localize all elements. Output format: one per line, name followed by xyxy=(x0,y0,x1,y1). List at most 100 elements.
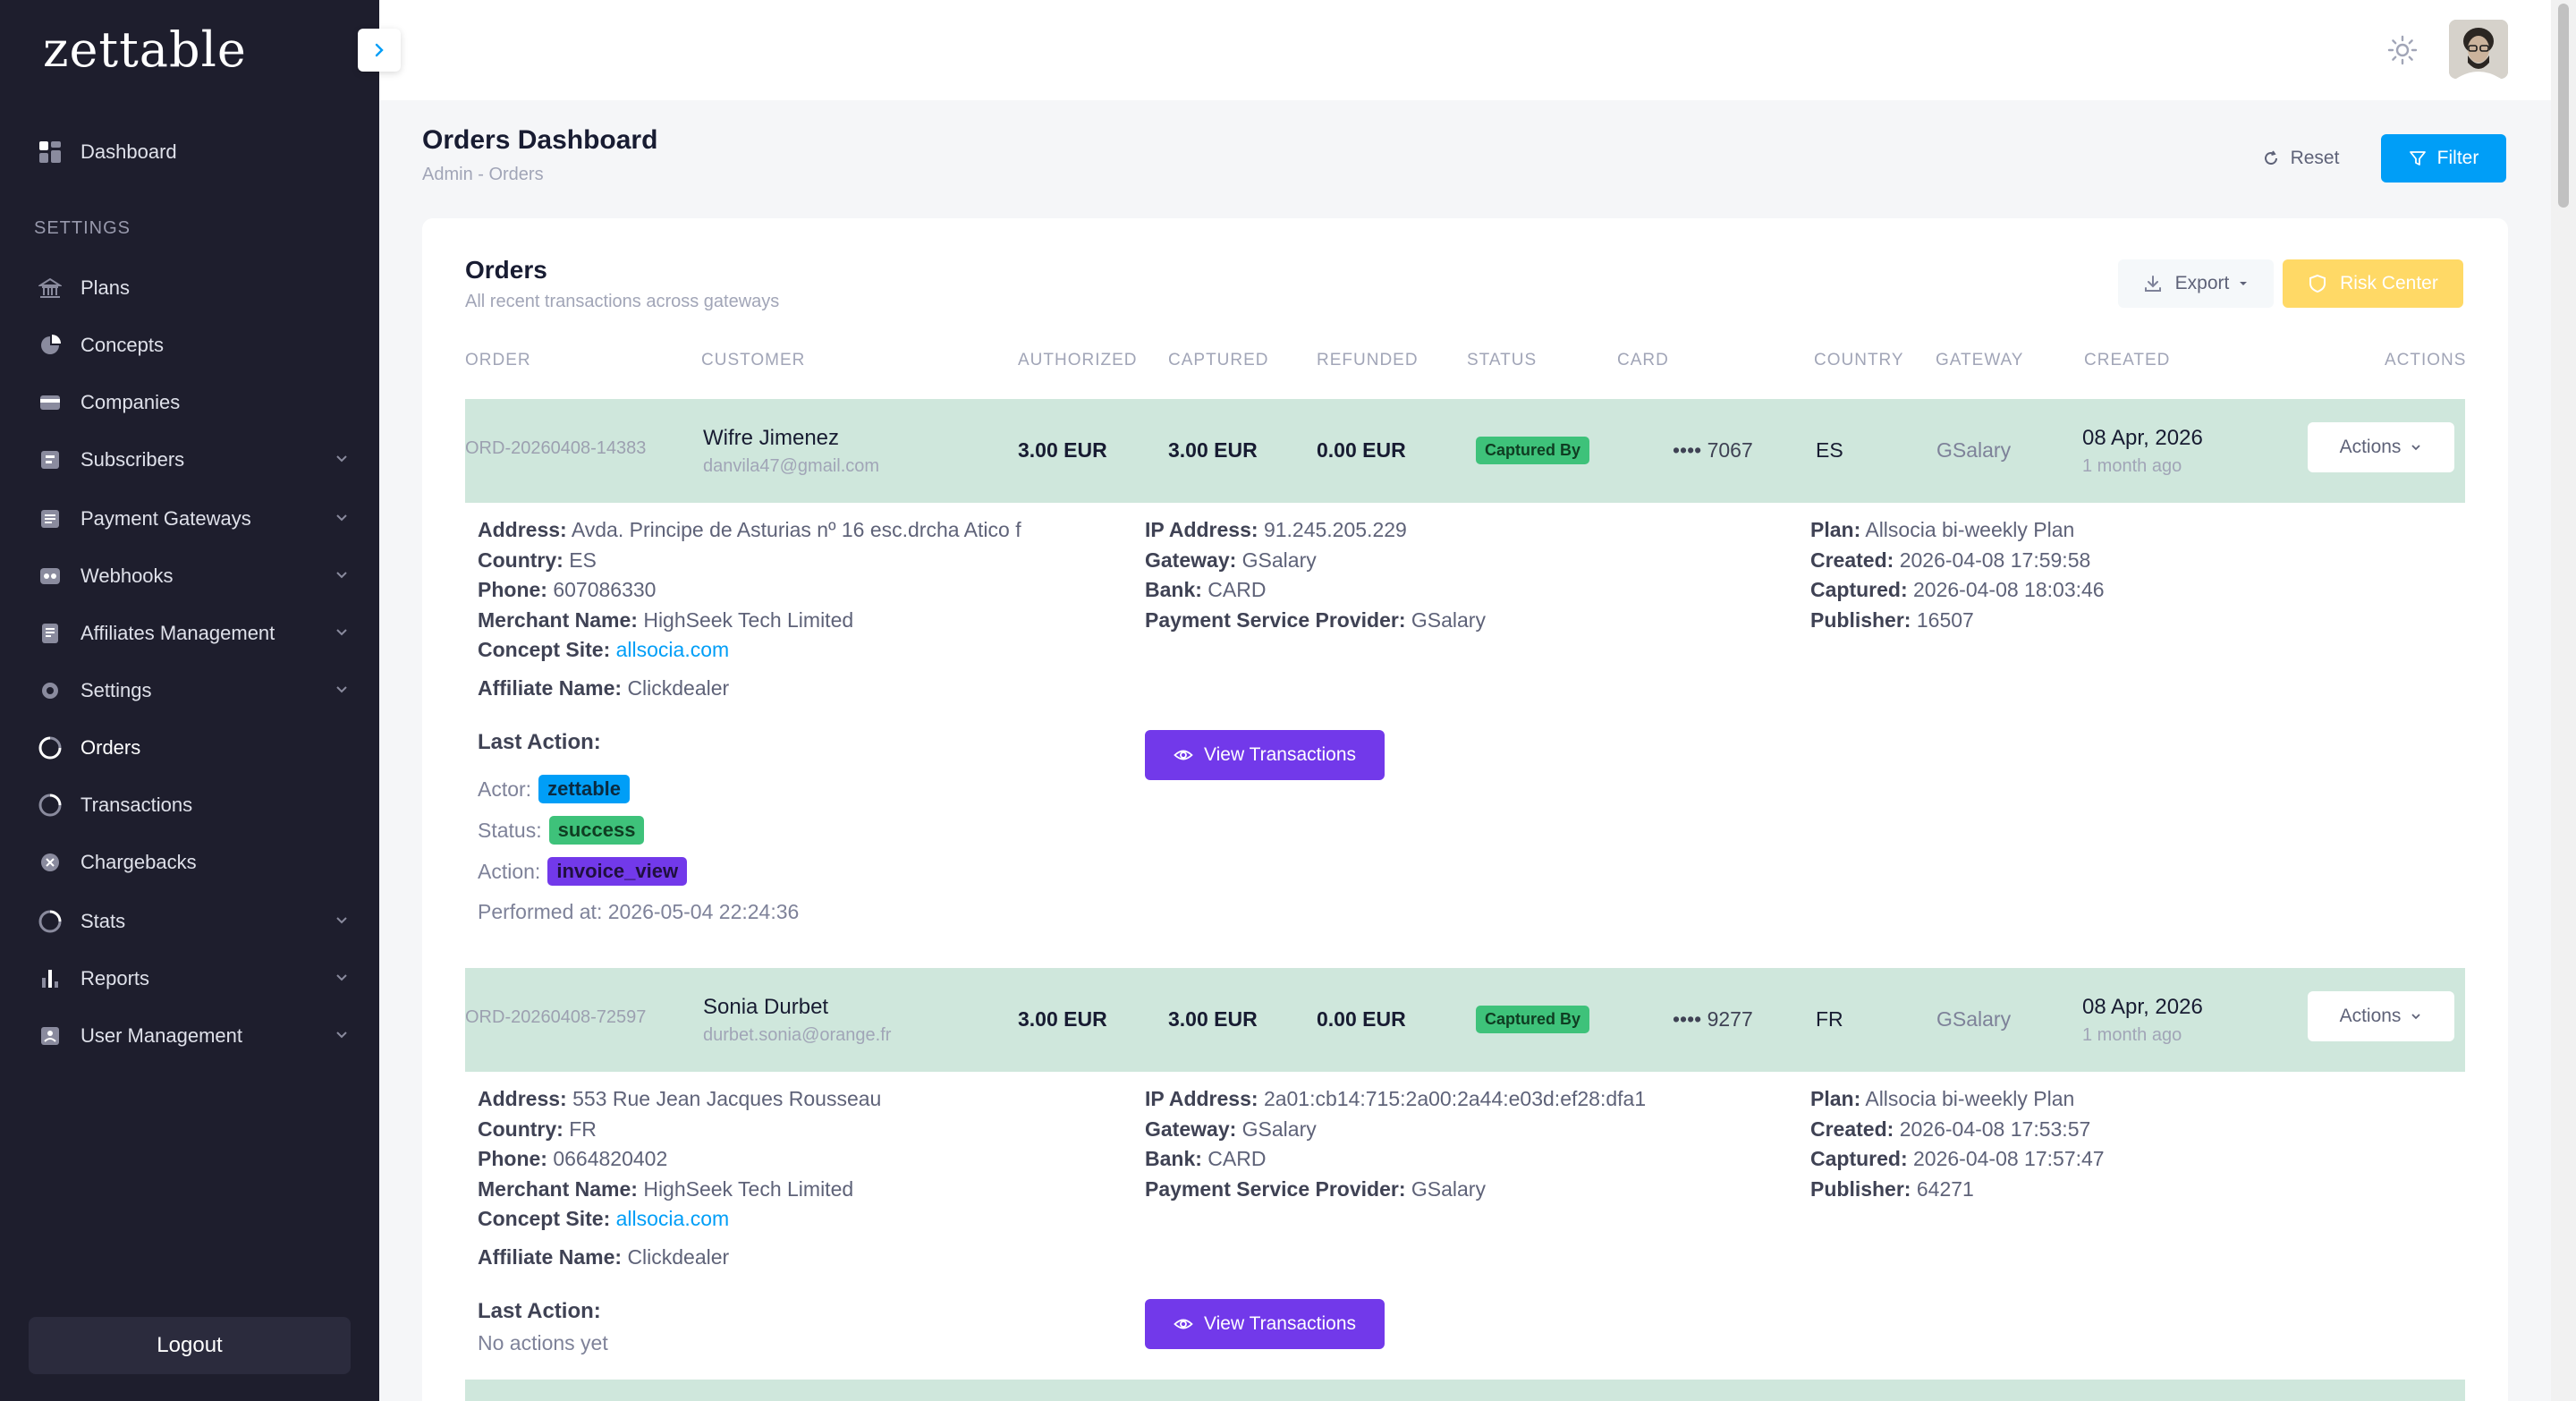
detail-bank: CARD xyxy=(1208,1147,1267,1170)
sidebar-item-settings[interactable]: Settings xyxy=(38,673,351,709)
risk-center-label: Risk Center xyxy=(2340,273,2438,293)
detail-merchant: HighSeek Tech Limited xyxy=(643,607,854,632)
view-transactions-button[interactable]: View Transactions xyxy=(1145,730,1385,780)
scrollbar-thumb[interactable] xyxy=(2558,4,2569,208)
customer-name: Wifre Jimenez xyxy=(703,426,840,450)
webhook-icon xyxy=(38,564,63,589)
risk-center-button[interactable]: Risk Center xyxy=(2283,259,2463,308)
table-row[interactable]: ORD-20260408-14383 Wifre Jimenez danvila… xyxy=(465,399,2465,503)
actions-dropdown-button[interactable]: Actions xyxy=(2308,991,2454,1041)
customer-name: Sonia Durbet xyxy=(703,995,829,1019)
sidebar-item-concepts[interactable]: Concepts xyxy=(38,327,351,363)
theme-toggle-icon[interactable] xyxy=(2386,34,2419,66)
column-header-order[interactable]: ORDER xyxy=(465,351,531,369)
chevron-down-icon xyxy=(333,680,351,703)
sidebar-item-plans[interactable]: Plans xyxy=(38,270,351,306)
sidebar-item-dashboard[interactable]: Dashboard xyxy=(38,134,351,170)
column-header-created[interactable]: CREATED xyxy=(2084,351,2171,369)
sidebar-item-label: Webhooks xyxy=(80,565,174,587)
column-header-customer[interactable]: CUSTOMER xyxy=(701,351,806,369)
sidebar-item-orders[interactable]: Orders xyxy=(38,730,351,766)
user-mgmt-icon xyxy=(38,1023,63,1049)
status-badge: Captured By xyxy=(1476,437,1590,464)
breadcrumb[interactable]: Admin - Orders xyxy=(422,165,544,184)
orders-card-title: Orders xyxy=(465,256,547,284)
detail-affiliate: Clickdealer xyxy=(627,675,730,700)
gear-icon xyxy=(38,678,63,703)
sidebar-item-companies[interactable]: Companies xyxy=(38,385,351,420)
column-header-card[interactable]: CARD xyxy=(1617,351,1669,369)
dashboard-icon xyxy=(38,140,63,165)
reset-label: Reset xyxy=(2290,148,2340,168)
gateway-name: GSalary xyxy=(1936,1007,2012,1031)
chevron-down-icon xyxy=(333,968,351,991)
sidebar-item-stats[interactable]: Stats xyxy=(38,904,351,939)
sidebar-item-user-management[interactable]: User Management xyxy=(38,1018,351,1054)
chevron-down-icon xyxy=(333,911,351,934)
sidebar: zettable Dashboard SETTINGS Plans Concept… xyxy=(0,0,379,1401)
column-header-authorized[interactable]: AUTHORIZED xyxy=(1018,351,1138,369)
authorized-amount: 3.00 EUR xyxy=(1018,438,1107,462)
filter-label: Filter xyxy=(2436,148,2479,168)
column-header-status[interactable]: STATUS xyxy=(1467,351,1538,369)
column-header-actions: ACTIONS xyxy=(2385,351,2467,369)
orders-card-subtitle: All recent transactions across gateways xyxy=(465,292,780,311)
refunded-amount: 0.00 EUR xyxy=(1317,438,1406,462)
created-date: 08 Apr, 2026 xyxy=(2082,995,2203,1019)
sidebar-item-webhooks[interactable]: Webhooks xyxy=(38,558,351,594)
detail-address: Avda. Principe de Asturias nº 16 esc.drc… xyxy=(571,518,1021,541)
filter-button[interactable]: Filter xyxy=(2381,134,2506,183)
sidebar-section-label: SETTINGS xyxy=(34,218,131,238)
detail-ip: 2a01:cb14:715:2a00:2a44:e03d:ef28:dfa1 xyxy=(1263,1087,1647,1110)
concept-site-link[interactable]: allsocia.com xyxy=(615,1207,730,1230)
view-transactions-button[interactable]: View Transactions xyxy=(1145,1299,1385,1349)
sidebar-toggle-button[interactable] xyxy=(358,29,401,72)
table-row[interactable]: ORD-20260408-72597 Sonia Durbet durbet.s… xyxy=(465,968,2465,1072)
concept-site-link[interactable]: allsocia.com xyxy=(615,638,730,661)
sidebar-item-label: Settings xyxy=(80,679,152,701)
sidebar-item-payment-gateways[interactable]: Payment Gateways xyxy=(38,501,351,537)
column-header-country[interactable]: COUNTRY xyxy=(1814,351,1904,369)
sidebar-item-label: Reports xyxy=(80,967,150,989)
sidebar-item-chargebacks[interactable]: Chargebacks xyxy=(38,845,351,880)
column-header-refunded[interactable]: REFUNDED xyxy=(1317,351,1419,369)
detail-gateway: GSalary xyxy=(1241,548,1317,572)
sidebar-item-subscribers[interactable]: Subscribers xyxy=(38,442,351,478)
reset-button[interactable]: Reset xyxy=(2247,134,2354,183)
status-success-badge: success xyxy=(548,816,645,845)
chevron-down-icon xyxy=(2411,445,2421,451)
detail-bank: CARD xyxy=(1208,578,1267,601)
order-details-customer: Address: Avda. Principe de Asturias nº 1… xyxy=(478,518,1021,700)
actions-dropdown-button[interactable]: Actions xyxy=(2308,422,2454,472)
order-details-payment: IP Address: 91.245.205.229 Gateway: GSal… xyxy=(1145,518,1486,632)
captured-amount: 3.00 EUR xyxy=(1168,438,1258,462)
detail-plan: Allsocia bi-weekly Plan xyxy=(1865,1087,2075,1110)
table-row[interactable] xyxy=(465,1380,2465,1401)
column-header-gateway[interactable]: GATEWAY xyxy=(1936,351,2024,369)
chevron-down-icon xyxy=(333,1025,351,1049)
export-dropdown-button[interactable]: Export xyxy=(2118,259,2274,308)
last-action-title: Last Action: xyxy=(478,1299,601,1323)
detail-publisher: 16507 xyxy=(1916,607,1974,632)
app-logo[interactable]: zettable xyxy=(43,21,247,78)
last-action-title: Last Action: xyxy=(478,730,601,754)
sidebar-item-label: Stats xyxy=(80,910,126,932)
sidebar-item-reports[interactable]: Reports xyxy=(38,961,351,997)
last-action-actor: Actor: zettable xyxy=(478,775,630,803)
customer-email: durbet.sonia@orange.fr xyxy=(703,1025,892,1045)
order-details-plan: Plan: Allsocia bi-weekly Plan Created: 2… xyxy=(1810,518,2105,632)
detail-created: 2026-04-08 17:59:58 xyxy=(1899,548,2091,572)
users-icon xyxy=(38,447,63,472)
page-scrollbar[interactable] xyxy=(2551,0,2576,1401)
chevron-right-icon xyxy=(375,43,384,57)
authorized-amount: 3.00 EUR xyxy=(1018,1007,1107,1031)
chargeback-icon xyxy=(38,850,63,875)
chevron-down-icon xyxy=(333,565,351,589)
column-header-captured[interactable]: CAPTURED xyxy=(1168,351,1269,369)
user-avatar[interactable] xyxy=(2449,20,2508,79)
sidebar-item-affiliates-management[interactable]: Affiliates Management xyxy=(38,616,351,651)
logout-button[interactable]: Logout xyxy=(29,1317,351,1374)
sidebar-item-transactions[interactable]: Transactions xyxy=(38,787,351,823)
order-id: ORD-20260408-72597 xyxy=(465,1007,647,1027)
detail-ip: 91.245.205.229 xyxy=(1263,518,1407,541)
